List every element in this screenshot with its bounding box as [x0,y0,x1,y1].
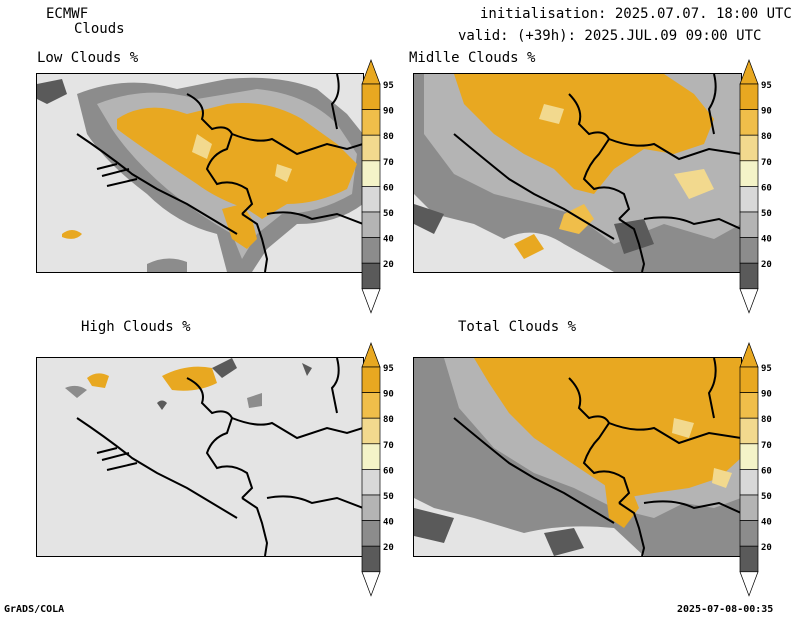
colorbar-label-90: 90 [383,107,394,117]
colorbar-swatch-70 [739,443,759,470]
colorbar-swatch-95 [739,366,759,393]
colorbar-swatch-60 [739,469,759,496]
colorbar-swatch-20 [739,545,759,573]
colorbar-label-70: 70 [761,441,772,451]
colorbar-label-90: 90 [761,390,772,400]
valid-time: valid: (+39h): 2025.JUL.09 09:00 UTC [458,28,762,44]
panel-title-total: Total Clouds % [458,319,577,335]
colorbar-label-60: 60 [761,466,772,476]
colorbar-swatch-60 [739,186,759,213]
colorbar-label-20: 20 [383,543,394,553]
colorbar-swatch-60 [361,186,381,213]
colorbar-swatch-50 [739,211,759,238]
colorbar-label-50: 50 [383,492,394,502]
colorbar-label-20: 20 [761,543,772,553]
footer-software: GrADS/COLA [4,604,65,615]
map-high-clouds [36,357,364,557]
colorbar-label-95: 95 [761,364,772,374]
colorbar-swatch-95 [361,366,381,393]
colorbar-label-70: 70 [383,441,394,451]
colorbar-swatch-70 [361,160,381,187]
panel-title-middle: Midlle Clouds % [409,50,536,66]
colorbar-label-80: 80 [383,415,394,425]
colorbar-middle: 95 90 80 70 60 50 40 20 [739,59,772,314]
colorbar-label-80: 80 [761,415,772,425]
colorbar-label-95: 95 [383,81,394,91]
colorbar-label-90: 90 [383,390,394,400]
colorbar-label-70: 70 [383,158,394,168]
colorbar-swatch-20 [739,262,759,290]
colorbar-swatch-20 [361,262,381,290]
colorbar-label-40: 40 [761,235,772,245]
panel-title-low: Low Clouds % [37,50,139,66]
colorbar-swatch-90 [739,109,759,136]
footer-timestamp: 2025-07-08-00:35 [677,604,774,615]
colorbar-label-50: 50 [761,209,772,219]
colorbar-swatch-90 [739,392,759,419]
map-total-clouds [413,357,742,557]
colorbar-swatch-50 [361,494,381,521]
colorbar-label-95: 95 [383,364,394,374]
colorbar-bottom-arrow [361,288,381,314]
colorbar-label-50: 50 [761,492,772,502]
colorbar-label-60: 60 [383,466,394,476]
colorbar-swatch-95 [361,83,381,110]
colorbar-swatch-40 [361,237,381,264]
colorbar-high: 95 90 80 70 60 50 40 20 [361,342,394,597]
product-name: Clouds [74,21,125,37]
colorbar-label-80: 80 [761,132,772,142]
colorbar-swatch-95 [739,83,759,110]
colorbar-top-arrow [739,59,759,85]
colorbar-swatch-70 [361,443,381,470]
colorbar-label-40: 40 [761,518,772,528]
colorbar-swatch-80 [739,134,759,162]
colorbar-label-20: 20 [761,260,772,270]
colorbar-swatch-40 [739,237,759,264]
init-time: initialisation: 2025.07.07. 18:00 UTC [480,6,792,22]
colorbar-bottom-arrow [361,571,381,597]
colorbar-swatch-80 [361,417,381,445]
colorbar-label-40: 40 [383,235,394,245]
colorbar-top-arrow [361,59,381,85]
colorbar-label-70: 70 [761,158,772,168]
map-low-clouds [36,73,364,273]
colorbar-swatch-40 [361,520,381,547]
colorbar-label-90: 90 [761,107,772,117]
model-name: ECMWF [46,6,89,22]
colorbar-swatch-20 [361,545,381,573]
colorbar-swatch-70 [739,160,759,187]
colorbar-label-80: 80 [383,132,394,142]
colorbar-low: 95 90 80 70 60 50 40 20 [361,59,394,314]
colorbar-swatch-90 [361,109,381,136]
colorbar-bottom-arrow [739,288,759,314]
colorbar-swatch-80 [361,134,381,162]
colorbar-label-50: 50 [383,209,394,219]
colorbar-swatch-50 [739,494,759,521]
colorbar-swatch-40 [739,520,759,547]
colorbar-label-60: 60 [761,183,772,193]
colorbar-label-40: 40 [383,518,394,528]
colorbar-top-arrow [361,342,381,368]
colorbar-swatch-50 [361,211,381,238]
colorbar-bottom-arrow [739,571,759,597]
colorbar-total: 95 90 80 70 60 50 40 20 [739,342,772,597]
colorbar-swatch-60 [361,469,381,496]
map-middle-clouds [413,73,742,273]
colorbar-label-20: 20 [383,260,394,270]
colorbar-top-arrow [739,342,759,368]
colorbar-swatch-90 [361,392,381,419]
colorbar-label-60: 60 [383,183,394,193]
panel-title-high: High Clouds % [81,319,191,335]
colorbar-label-95: 95 [761,81,772,91]
colorbar-swatch-80 [739,417,759,445]
